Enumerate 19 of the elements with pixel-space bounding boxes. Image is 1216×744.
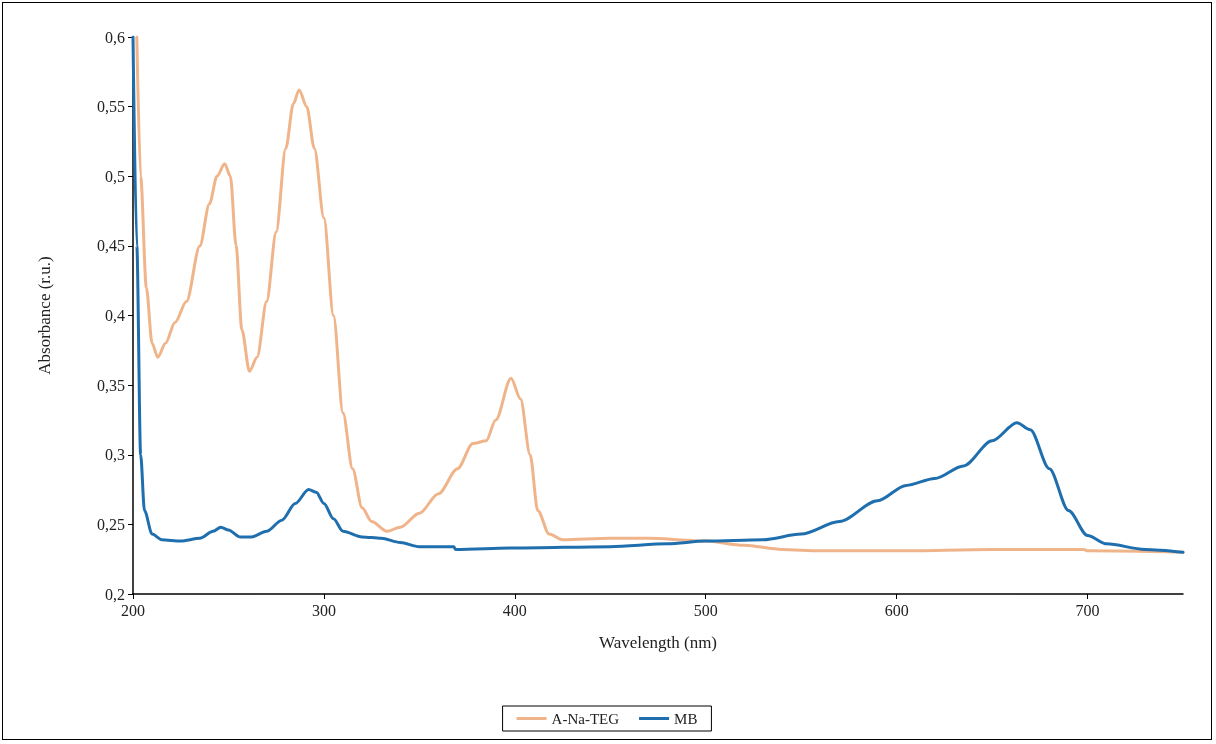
y-tick-label: 0,45 (97, 237, 125, 255)
x-tick-label: 700 (1075, 601, 1100, 619)
y-tick-label: 0,6 (105, 28, 125, 46)
y-tick-label: 0,55 (97, 98, 125, 116)
x-tick-label: 200 (121, 601, 145, 619)
y-tick-label: 0,2 (105, 585, 125, 603)
y-tick-label: 0,5 (105, 167, 125, 185)
y-tick-label: 0,3 (105, 446, 125, 464)
y-tick-label: 0,25 (97, 515, 125, 533)
y-axis-title: Absorbance (r.u.) (35, 256, 54, 375)
x-tick-label: 500 (693, 601, 718, 619)
legend-label: MB (674, 710, 698, 727)
legend-label: A-Na-TEG (551, 710, 620, 727)
x-tick-label: 300 (311, 601, 336, 619)
y-tick-label: 0,4 (105, 307, 125, 324)
x-axis-title: Wavelength (nm) (598, 633, 718, 652)
y-tick-label: 0,35 (97, 376, 125, 394)
x-tick-label: 400 (502, 601, 527, 619)
x-tick-label: 600 (884, 601, 909, 619)
